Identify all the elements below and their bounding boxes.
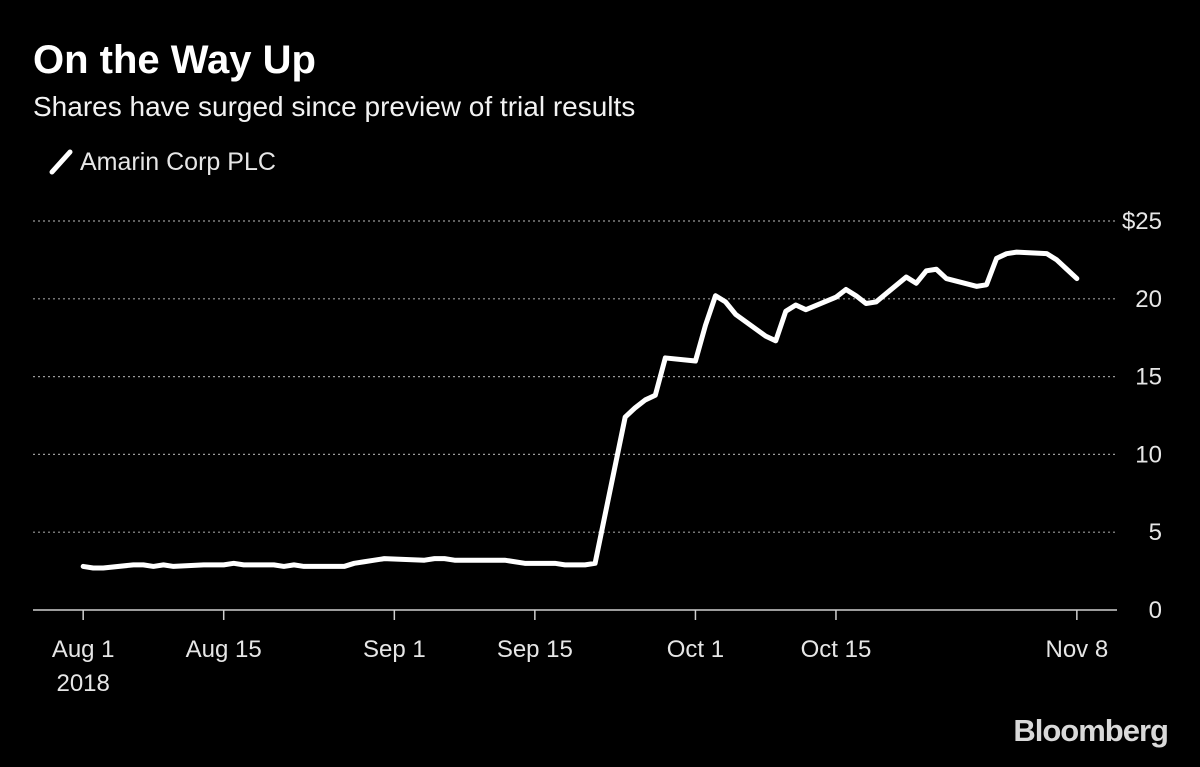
x-year-label: 2018 — [56, 670, 109, 697]
y-tick-label: 10 — [1135, 441, 1162, 468]
x-tick-label: Sep 1 — [363, 636, 426, 663]
chart-subtitle: Shares have surged since preview of tria… — [33, 91, 635, 122]
y-tick-label: 5 — [1149, 519, 1162, 546]
y-tick-label: 15 — [1135, 364, 1162, 391]
y-tick-label: 0 — [1149, 597, 1162, 624]
legend-label: Amarin Corp PLC — [80, 148, 276, 176]
price-line — [80, 249, 1080, 571]
y-tick-label: 20 — [1135, 286, 1162, 313]
legend-swatch — [49, 149, 73, 175]
x-tick-label: Oct 1 — [667, 636, 724, 663]
y-tick-label: $25 — [1122, 208, 1162, 235]
source-brand: Bloomberg — [1013, 713, 1168, 748]
x-tick-label: Aug 1 — [52, 636, 115, 663]
x-tick-label: Oct 15 — [801, 636, 872, 663]
x-tick-label: Nov 8 — [1046, 636, 1109, 663]
x-tick-label: Sep 15 — [497, 636, 573, 663]
x-tick-label: Aug 15 — [186, 636, 262, 663]
chart-title: On the Way Up — [33, 38, 316, 82]
